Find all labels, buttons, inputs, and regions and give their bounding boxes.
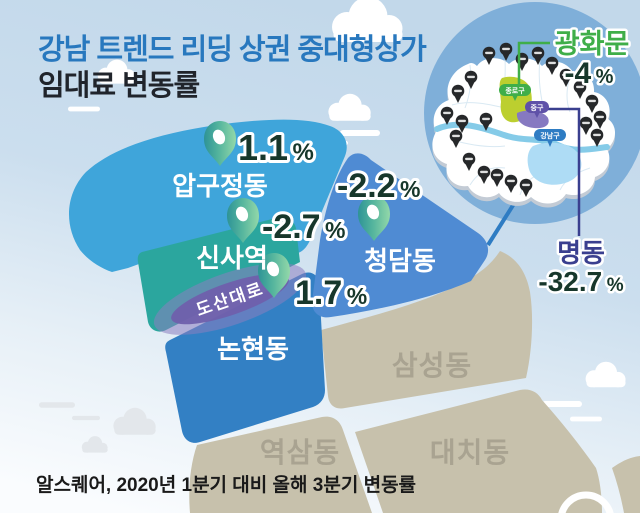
han-river — [434, 121, 610, 153]
cheongdam-change-unit: % — [400, 176, 420, 202]
cloud-dash — [72, 415, 100, 421]
cloud-dash — [340, 130, 380, 136]
sinsa-change-unit: % — [325, 217, 345, 243]
myeongdong-change-unit: % — [607, 275, 624, 296]
region-nonhyeon — [165, 272, 325, 443]
apgujeong-change: 1.1 % — [238, 127, 314, 168]
gwanghwamun-change-value: -4 — [565, 57, 592, 90]
apgujeong-change-value: 1.1 — [238, 127, 288, 168]
sinsa-change-value: -2.7 — [262, 208, 321, 246]
junggu-pin-label: 중구 — [531, 104, 544, 112]
cloud-dash — [68, 106, 100, 112]
page-title: 강남 트렌드 리딩 상권 중대형상가 — [38, 34, 427, 66]
gwanghwamun-change-unit: % — [596, 66, 614, 88]
gangnam-pin: 강남구 — [534, 129, 566, 147]
jongno-pin: 종로구 — [499, 84, 531, 101]
region-samseong — [321, 251, 533, 409]
seoul-inset-map: 종로구 중구 강남구 — [424, 2, 640, 247]
region-cheongdam — [312, 153, 489, 318]
label-samseong: 삼성동 — [392, 350, 472, 381]
source-note: 알스퀘어, 2020년 1분기 대비 올해 3분기 변동률 — [36, 475, 417, 496]
gangnam-pin-label: 강남구 — [540, 131, 560, 140]
cloud-dash — [39, 402, 75, 408]
nonhyeon-change-value: 1.7 — [295, 274, 342, 312]
label-apgujeong: 압구정동 — [172, 171, 268, 201]
myeongdong-change: -32.7 % — [538, 266, 623, 297]
region-yeoksam — [189, 416, 372, 513]
label-myeongdong: 명동 — [557, 238, 605, 268]
cheongdam-change-value: -2.2 — [337, 167, 396, 205]
label-cheongdam: 청담동 — [364, 246, 436, 276]
region-corner — [612, 456, 640, 513]
label-yeoksam: 역삼동 — [260, 437, 340, 468]
nonhyeon-change-unit: % — [347, 283, 367, 309]
main-districts — [69, 119, 489, 443]
label-gwanghwamun: 광화문 — [555, 29, 630, 59]
cloud-dash — [542, 401, 582, 407]
jongno-pin-label: 종로구 — [505, 87, 525, 95]
inset-gangnam-district — [527, 142, 582, 185]
nonhyeon-change: 1.7 % — [295, 274, 367, 312]
gwanghwamun-change: -4 % — [565, 57, 614, 90]
apgujeong-change-unit: % — [293, 139, 314, 166]
region-daechi — [355, 389, 602, 513]
myeongdong-change-value: -32.7 — [538, 266, 602, 297]
gwanghwamun-connector-line — [517, 41, 550, 84]
cloud-dash — [570, 416, 602, 422]
junggu-pin: 중구 — [525, 101, 549, 118]
myeongdong-connector-line — [548, 107, 581, 236]
road-band-inner — [171, 273, 289, 325]
cheongdam-change: -2.2 % — [337, 167, 421, 205]
sinsa-change: -2.7 % — [262, 208, 346, 246]
label-nonhyeon: 논현동 — [217, 334, 289, 364]
context-districts: 삼성동 역삼동 대치동 — [189, 251, 640, 513]
road-circle — [558, 491, 614, 513]
label-sinsa: 신사역 — [196, 243, 268, 273]
label-daechi: 대치동 — [430, 437, 510, 468]
page-subtitle: 임대료 변동률 — [38, 70, 200, 102]
inset-junggu-district — [516, 110, 549, 129]
